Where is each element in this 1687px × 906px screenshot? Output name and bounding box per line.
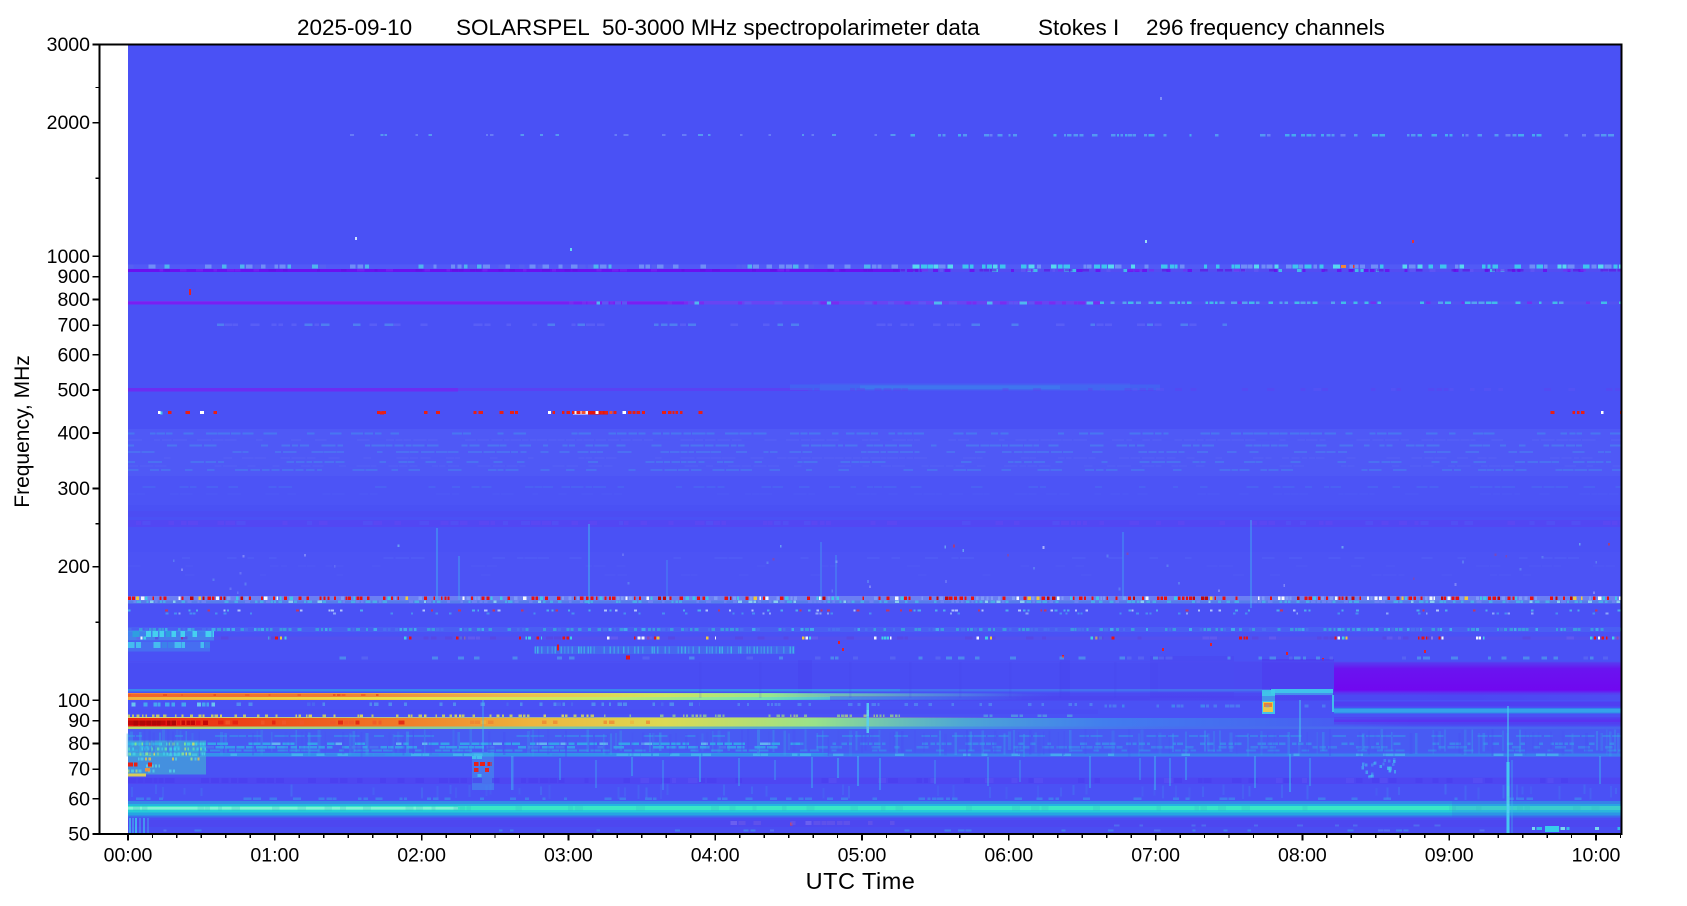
svg-text:3000: 3000 (47, 34, 91, 56)
svg-text:100: 100 (57, 690, 90, 712)
svg-text:04:00: 04:00 (691, 845, 740, 867)
svg-text:900: 900 (57, 266, 90, 288)
svg-text:09:00: 09:00 (1425, 845, 1474, 867)
svg-text:296 frequency channels: 296 frequency channels (1146, 15, 1385, 40)
svg-text:400: 400 (57, 423, 90, 445)
svg-text:08:00: 08:00 (1278, 845, 1327, 867)
svg-text:01:00: 01:00 (250, 845, 299, 867)
svg-text:10:00: 10:00 (1572, 845, 1621, 867)
svg-text:05:00: 05:00 (838, 845, 887, 867)
svg-text:00:00: 00:00 (104, 845, 153, 867)
svg-text:50-3000 MHz spectropolarimeter: 50-3000 MHz spectropolarimeter data (602, 15, 980, 40)
svg-text:700: 700 (57, 315, 90, 337)
svg-text:02:00: 02:00 (397, 845, 446, 867)
svg-text:07:00: 07:00 (1131, 845, 1180, 867)
svg-text:800: 800 (57, 289, 90, 311)
svg-text:600: 600 (57, 344, 90, 366)
svg-text:70: 70 (68, 759, 90, 781)
svg-text:Frequency, MHz: Frequency, MHz (11, 355, 34, 508)
svg-text:Stokes I: Stokes I (1038, 15, 1119, 40)
svg-text:80: 80 (68, 733, 90, 755)
svg-text:03:00: 03:00 (544, 845, 593, 867)
svg-text:500: 500 (57, 380, 90, 402)
svg-text:UTC Time: UTC Time (806, 868, 916, 894)
svg-text:06:00: 06:00 (984, 845, 1033, 867)
svg-text:300: 300 (57, 478, 90, 500)
svg-text:2000: 2000 (47, 112, 91, 134)
svg-text:200: 200 (57, 556, 90, 578)
svg-text:SOLARSPEL: SOLARSPEL (456, 15, 590, 40)
svg-text:2025-09-10: 2025-09-10 (297, 15, 412, 40)
svg-text:60: 60 (68, 788, 90, 810)
svg-text:90: 90 (68, 710, 90, 732)
svg-text:50: 50 (68, 824, 90, 846)
svg-text:1000: 1000 (47, 246, 91, 268)
